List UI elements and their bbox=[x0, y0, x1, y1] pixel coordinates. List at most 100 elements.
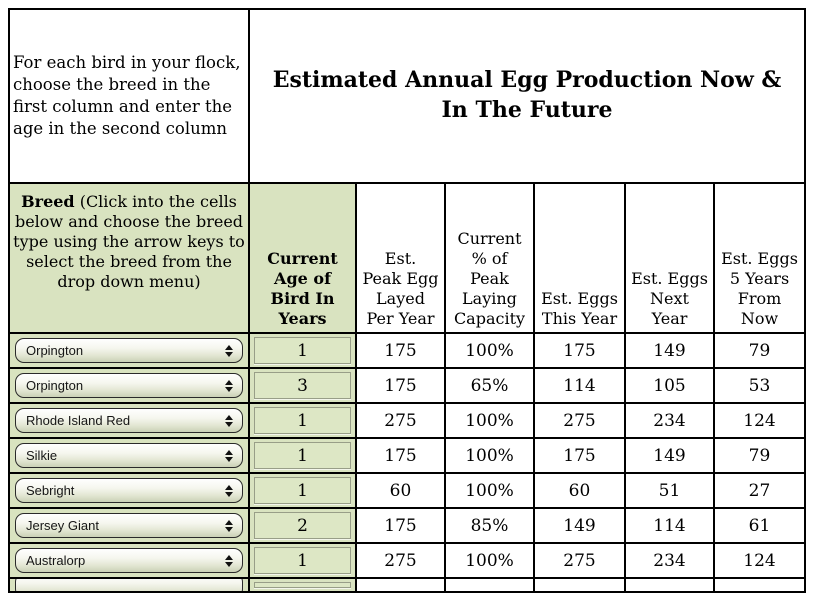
age-input[interactable]: 2 bbox=[254, 512, 351, 539]
table-row-6-peak-cell: 175 bbox=[357, 509, 446, 544]
age-input[interactable]: 3 bbox=[254, 372, 351, 399]
table-row-8-peak-cell bbox=[357, 579, 446, 593]
table-row-3-this-year-cell: 275 bbox=[535, 404, 626, 439]
table-row-7-pct-cell: 100% bbox=[446, 544, 535, 579]
instructions-cell: For each bird in your flock, choose the … bbox=[10, 10, 250, 184]
stepper-arrows-icon bbox=[223, 344, 235, 357]
breed-select[interactable]: Silkie bbox=[15, 443, 243, 468]
table-row-5-this-year-cell: 60 bbox=[535, 474, 626, 509]
table-row-6-pct-cell: 85% bbox=[446, 509, 535, 544]
breed-select[interactable]: Jersey Giant bbox=[15, 513, 243, 538]
age-input[interactable]: 1 bbox=[254, 442, 351, 469]
breed-select[interactable]: Australorp bbox=[15, 548, 243, 573]
table-row-6-this-year-cell: 149 bbox=[535, 509, 626, 544]
stepper-arrows-icon bbox=[223, 484, 235, 497]
breed-select-value: Orpington bbox=[26, 378, 84, 393]
table-row-2-this-year-cell: 114 bbox=[535, 369, 626, 404]
table-row-6-breed-cell: Jersey Giant bbox=[10, 509, 250, 544]
table-row-4-pct-cell: 100% bbox=[446, 439, 535, 474]
table-row-4-peak-cell: 175 bbox=[357, 439, 446, 474]
table-row-5-age-cell: 1 bbox=[250, 474, 357, 509]
table-row-7-age-cell: 1 bbox=[250, 544, 357, 579]
pct-capacity-column-header: Current % of Peak Laying Capacity bbox=[446, 184, 535, 334]
breed-select[interactable]: Rhode Island Red bbox=[15, 408, 243, 433]
breed-select[interactable]: Sebright bbox=[15, 478, 243, 503]
table-row-3-5-years-cell: 124 bbox=[715, 404, 806, 439]
table-row-5-pct-cell: 100% bbox=[446, 474, 535, 509]
breed-header-bold: Breed bbox=[21, 192, 75, 211]
table-row-2-next-year-cell: 105 bbox=[626, 369, 715, 404]
age-input[interactable]: 1 bbox=[254, 337, 351, 364]
stepper-arrows-icon bbox=[223, 449, 235, 462]
table-row-4-next-year-cell: 149 bbox=[626, 439, 715, 474]
table-row-4-5-years-cell: 79 bbox=[715, 439, 806, 474]
table-row-6-5-years-cell: 61 bbox=[715, 509, 806, 544]
breed-select[interactable]: Orpington bbox=[15, 338, 243, 363]
stepper-arrows-icon bbox=[223, 554, 235, 567]
table-row-7-next-year-cell: 234 bbox=[626, 544, 715, 579]
age-input[interactable]: 1 bbox=[254, 407, 351, 434]
table-row-8-pct-cell bbox=[446, 579, 535, 593]
table-row-7-this-year-cell: 275 bbox=[535, 544, 626, 579]
table-row-7-peak-cell: 275 bbox=[357, 544, 446, 579]
egg-production-spreadsheet: For each bird in your flock, choose the … bbox=[8, 8, 806, 593]
table-row-4-age-cell: 1 bbox=[250, 439, 357, 474]
breed-select-value: Sebright bbox=[26, 483, 75, 498]
table-row-8-next-year-cell bbox=[626, 579, 715, 593]
table-row-5-peak-cell: 60 bbox=[357, 474, 446, 509]
breed-select[interactable] bbox=[15, 579, 243, 591]
stepper-arrows-icon bbox=[223, 379, 235, 392]
age-input[interactable]: 1 bbox=[254, 477, 351, 504]
table-row-1-this-year-cell: 175 bbox=[535, 334, 626, 369]
table-row-2-age-cell: 3 bbox=[250, 369, 357, 404]
breed-select[interactable]: Orpington bbox=[15, 373, 243, 398]
table-row-7-5-years-cell: 124 bbox=[715, 544, 806, 579]
stepper-arrows-icon bbox=[223, 519, 235, 532]
breed-column-header: Breed (Click into the cells below and ch… bbox=[10, 184, 250, 334]
table-row-4-this-year-cell: 175 bbox=[535, 439, 626, 474]
breed-select-value: Silkie bbox=[26, 448, 58, 463]
table-row-6-age-cell: 2 bbox=[250, 509, 357, 544]
breed-select-value: Jersey Giant bbox=[26, 518, 99, 533]
table-row-6-next-year-cell: 114 bbox=[626, 509, 715, 544]
table-row-8-age-cell bbox=[250, 579, 357, 593]
age-input[interactable] bbox=[254, 582, 351, 588]
age-input[interactable]: 1 bbox=[254, 547, 351, 574]
table-row-3-next-year-cell: 234 bbox=[626, 404, 715, 439]
sheet-title-text: Estimated Annual Egg Production Now & In… bbox=[272, 67, 782, 123]
table-row-5-breed-cell: Sebright bbox=[10, 474, 250, 509]
stepper-arrows-icon bbox=[223, 414, 235, 427]
instructions-text: For each bird in your flock, choose the … bbox=[13, 53, 241, 138]
table-row-8-5-years-cell bbox=[715, 579, 806, 593]
eggs-this-year-column-header: Est. Eggs This Year bbox=[535, 184, 626, 334]
table-row-8-this-year-cell bbox=[535, 579, 626, 593]
table-row-7-breed-cell: Australorp bbox=[10, 544, 250, 579]
table-row-1-next-year-cell: 149 bbox=[626, 334, 715, 369]
breed-select-value: Australorp bbox=[26, 553, 86, 568]
table-row-1-5-years-cell: 79 bbox=[715, 334, 806, 369]
table-row-1-breed-cell: Orpington bbox=[10, 334, 250, 369]
sheet-title: Estimated Annual Egg Production Now & In… bbox=[250, 10, 806, 184]
eggs-5-years-column-header: Est. Eggs 5 Years From Now bbox=[715, 184, 806, 334]
table-row-3-pct-cell: 100% bbox=[446, 404, 535, 439]
table-row-4-breed-cell: Silkie bbox=[10, 439, 250, 474]
table-row-2-peak-cell: 175 bbox=[357, 369, 446, 404]
table-row-3-age-cell: 1 bbox=[250, 404, 357, 439]
table-row-2-5-years-cell: 53 bbox=[715, 369, 806, 404]
breed-select-value: Orpington bbox=[26, 343, 84, 358]
table-row-3-peak-cell: 275 bbox=[357, 404, 446, 439]
table-row-1-pct-cell: 100% bbox=[446, 334, 535, 369]
table-row-5-next-year-cell: 51 bbox=[626, 474, 715, 509]
table-row-5-5-years-cell: 27 bbox=[715, 474, 806, 509]
table-row-2-pct-cell: 65% bbox=[446, 369, 535, 404]
peak-eggs-column-header: Est. Peak Egg Layed Per Year bbox=[357, 184, 446, 334]
breed-select-value: Rhode Island Red bbox=[26, 413, 131, 428]
table-row-1-peak-cell: 175 bbox=[357, 334, 446, 369]
table-row-3-breed-cell: Rhode Island Red bbox=[10, 404, 250, 439]
eggs-next-year-column-header: Est. Eggs Next Year bbox=[626, 184, 715, 334]
table-row-2-breed-cell: Orpington bbox=[10, 369, 250, 404]
table-row-8-breed-cell bbox=[10, 579, 250, 593]
age-column-header: Current Age of Bird In Years bbox=[250, 184, 357, 334]
breed-header-note: (Click into the cells below and choose t… bbox=[13, 192, 245, 291]
table-row-1-age-cell: 1 bbox=[250, 334, 357, 369]
